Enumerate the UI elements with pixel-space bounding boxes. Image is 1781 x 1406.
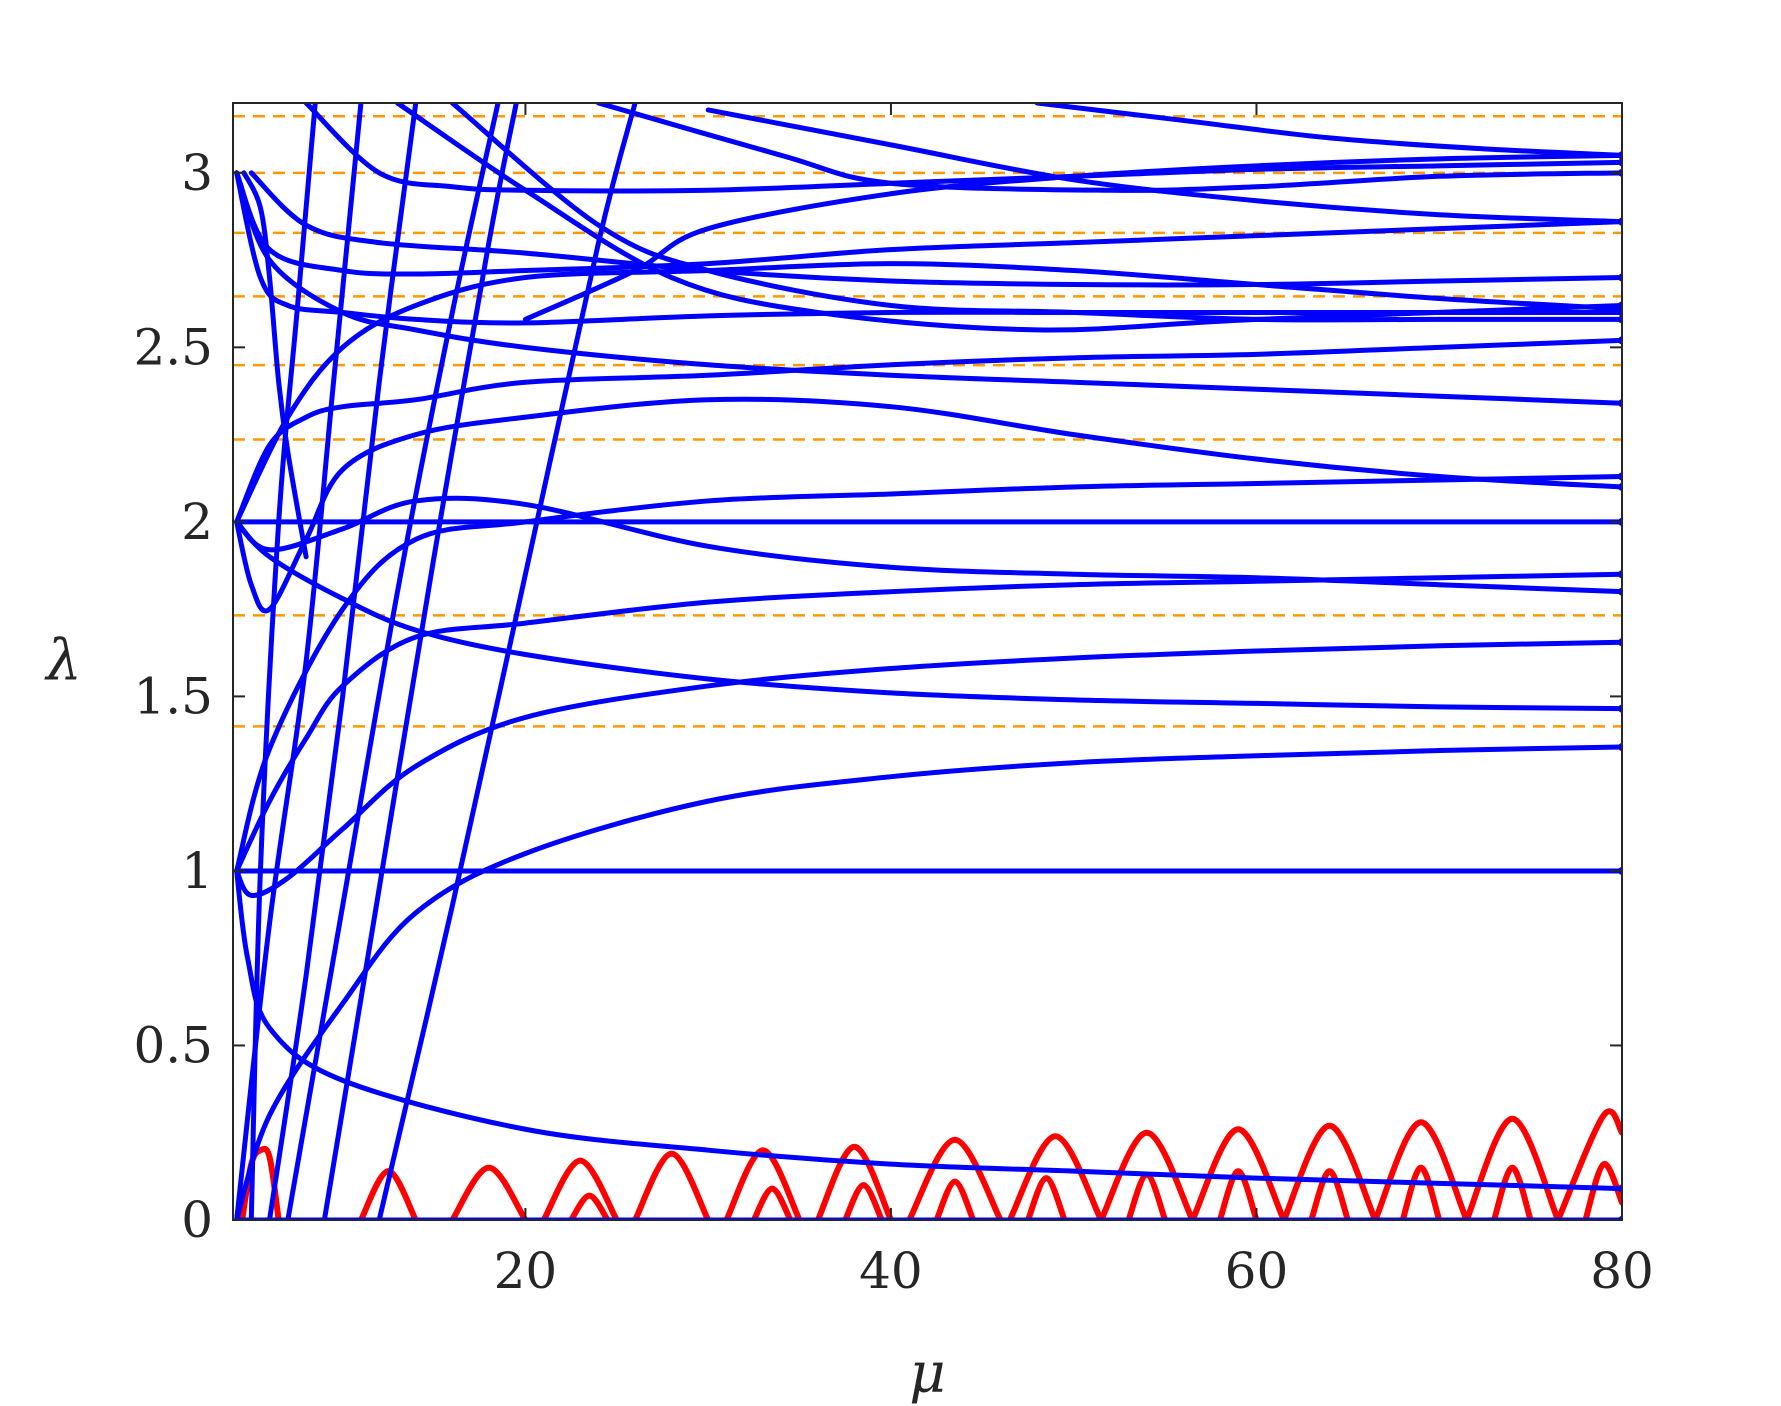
eigen-branch-line [248,170,1622,288]
eigen-branch-line [241,170,309,560]
eigen-branch-line [234,571,1622,874]
imag-branch-line [568,1192,611,1220]
imag-branch-line [906,1136,1004,1220]
imag-branch-line [540,1157,620,1220]
real-eigenvalue-branches [234,103,1622,1220]
eigen-branch-line [267,103,419,1220]
y-tick-label: 0 [181,1191,213,1249]
eigen-branch-line [596,103,1622,193]
eigen-branch-line [234,868,1622,1192]
imag-branch-line [1463,1115,1562,1220]
imag-branch-line [1399,1164,1443,1220]
eigen-branch-line [394,103,1622,333]
x-tick-label: 60 [1225,1242,1289,1300]
imag-branch-line [632,1150,712,1220]
eigen-branch-line [234,473,1622,874]
eigen-branch-line [376,103,638,1220]
imag-branch-line [1216,1168,1260,1220]
eigen-branch-line [321,103,519,1220]
eigen-branch-line [248,103,318,1220]
y-axis-label: λ [44,629,82,694]
eigen-branch-line [234,337,1622,525]
imag-branch-line [1555,1108,1622,1220]
imag-branch-line [933,1178,977,1220]
imag-branch-line [750,1185,794,1220]
imag-branch-line [1006,1133,1105,1220]
plot-frame [232,102,1623,1221]
imag-branch-line [1189,1126,1287,1220]
imag-branch-line [1280,1122,1379,1220]
x-tick-label: 20 [494,1242,558,1300]
y-tick-label: 0.5 [133,1016,213,1074]
eigen-branch-line [449,103,1622,323]
imag-branch-line [1582,1161,1622,1220]
eigen-branch-line [234,261,1622,525]
eigen-branch-line [1034,103,1622,158]
eigen-branch-line [234,495,1622,595]
imag-branch-line [449,1164,529,1220]
x-axis-label: μ [909,1341,945,1406]
imag-branch-line [814,1143,894,1220]
x-tick-label: 80 [1590,1242,1654,1300]
y-tick-label: 1 [181,842,213,900]
x-tick-label: 40 [859,1242,923,1300]
imag-branch-line [1372,1119,1470,1220]
imag-branch-line [1308,1168,1351,1220]
y-tick-label: 3 [181,144,213,202]
imag-branch-line [1125,1171,1169,1220]
imag-branch-line [1098,1129,1196,1220]
y-tick-label: 1.5 [133,667,213,725]
eigen-branch-line [234,396,1622,614]
y-tick-label: 2.5 [133,318,213,376]
y-tick-label: 2 [181,493,213,551]
eigen-branch-line [234,639,1622,898]
imag-branch-line [723,1147,803,1220]
y-axis: 0 0.5 1 1.5 2 2.5 3 [133,144,1622,1249]
imaginary-branches [239,1108,1622,1220]
eigen-branch-line [234,744,1622,1220]
eigen-branch-line [285,103,501,1220]
eigen-branch-line [234,170,1622,406]
imag-branch-line [1491,1164,1534,1220]
imag-branch-line [1025,1175,1068,1220]
x-axis: 20 40 60 80 [494,103,1654,1300]
imag-branch-line [842,1182,885,1220]
